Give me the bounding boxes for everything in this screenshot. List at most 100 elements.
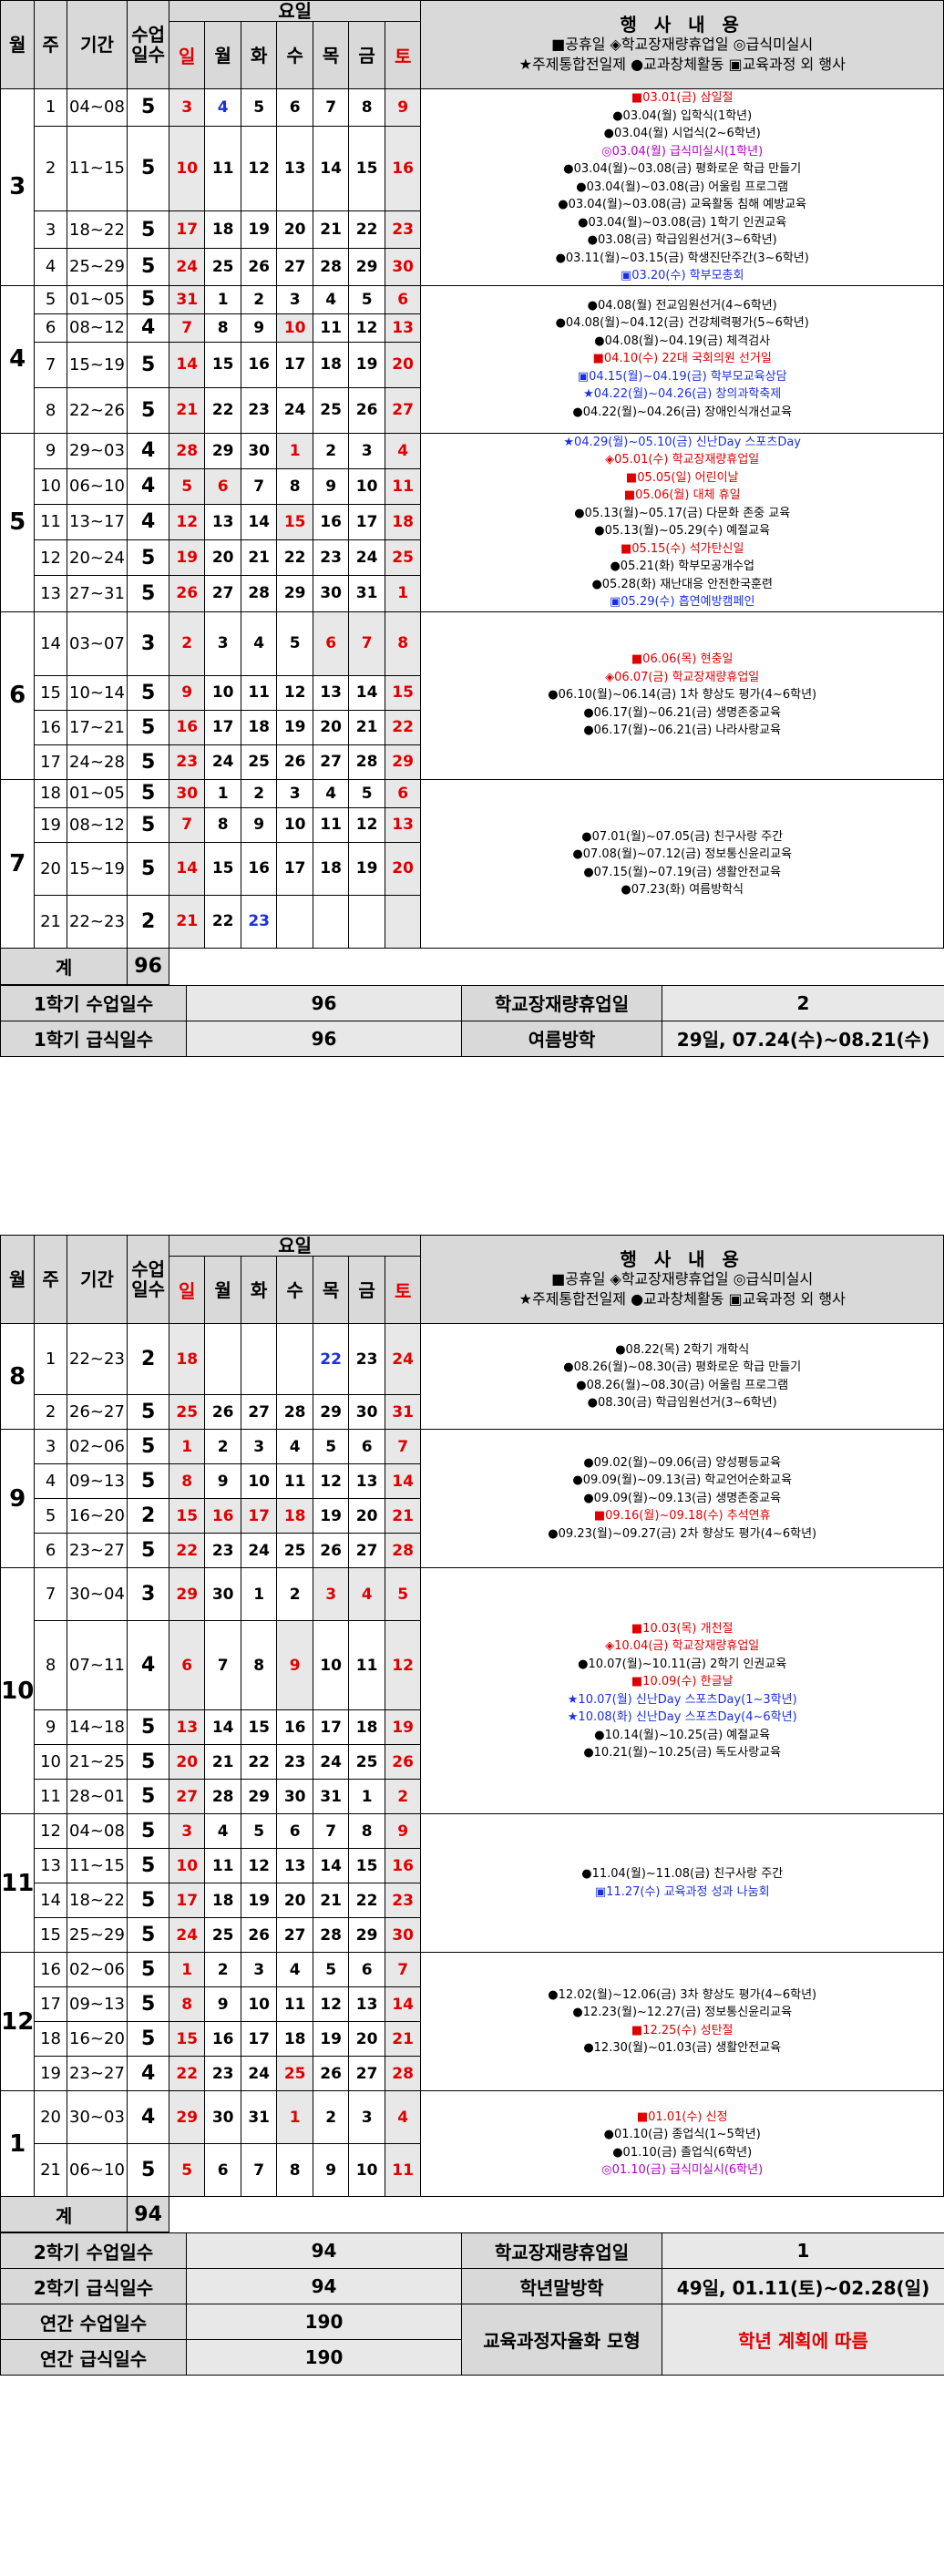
day-cell: 11 xyxy=(204,125,241,212)
week-class-days: 4 xyxy=(127,2056,169,2091)
event-item: ●03.04(월)~03.08(금) 교육활동 침해 예방교육 xyxy=(558,198,807,211)
event-item: ●08.22(목) 2학기 개학식 xyxy=(615,1342,750,1357)
summary-value: 96 xyxy=(186,984,462,1021)
event-item: ●07.23(화) 여름방학식 xyxy=(621,883,744,897)
header-events-legend: 행 사 내 용 ■공휴일 ◈학교장재량휴업일 ◎급식미실시 ★주제통합전일제 ●교과… xyxy=(420,0,944,89)
week-row: 16 17~21 5 16 17 18 19 20 21 22 xyxy=(1,709,944,745)
day-cell: 11 xyxy=(312,806,350,843)
month-label: 9 xyxy=(0,1429,36,1568)
week-range: 08~12 xyxy=(66,806,128,843)
event-item: ●04.08(월)~04.19(금) 체격검사 xyxy=(594,334,771,348)
week-class-days: 5 xyxy=(127,806,169,843)
calendar-table: 월 주 기간 수업일수 요일 행 사 내 용 ■공휴일 ◈학교장재량휴업일 ◎급식미실시 ★주… xyxy=(0,0,944,985)
day-cell: 10 xyxy=(276,806,313,843)
day-cell: 21 xyxy=(168,386,206,434)
week-class-days: 5 xyxy=(127,1429,169,1464)
event-item: ●11.04(월)~11.08(금) 친구사랑 주간 xyxy=(581,1867,784,1881)
day-cell: 4 xyxy=(384,2090,422,2144)
day-cell: 26 xyxy=(240,247,278,286)
event-item: ●09.09(월)~09.13(금) 학교언어순화교육 xyxy=(572,1473,793,1488)
day-cell: 20 xyxy=(384,841,422,896)
day-cell: 3 xyxy=(348,2090,385,2144)
summary-label2: 여름방학 xyxy=(461,1020,662,1057)
week-class-days: 5 xyxy=(127,1986,169,2022)
day-cell: 21 xyxy=(384,2021,422,2057)
total-label: 계 xyxy=(0,947,128,985)
day-cell: 5 xyxy=(240,88,278,127)
day-cell: 15 xyxy=(168,2021,206,2057)
day-cell: 17 xyxy=(312,1709,350,1745)
semester2-calendar: 월 주 기간 수업일수 요일 행 사 내 용 ■공휴일 ◈학교장재량휴업일 ◎급식미실시 ★주… xyxy=(0,1235,944,2376)
event-item: ●07.08(월)~07.12(금) 정보통신윤리교육 xyxy=(572,847,793,861)
week-class-days: 5 xyxy=(127,2021,169,2057)
day-cell: 3 xyxy=(168,88,206,127)
day-cell: 30 xyxy=(276,1779,313,1814)
week-number: 3 xyxy=(34,1429,67,1464)
week-range: 26~27 xyxy=(66,1394,128,1430)
total-value: 94 xyxy=(127,2196,169,2232)
week-range: 25~29 xyxy=(66,247,128,286)
day-cell: 15 xyxy=(384,674,422,711)
day-cell: 18 xyxy=(312,841,350,896)
week-class-days: 5 xyxy=(127,575,169,612)
day-cell: 25 xyxy=(204,1917,241,1953)
day-cell: 19 xyxy=(240,1883,278,1918)
day-cell: 11 xyxy=(276,1463,313,1499)
week-row: 10 7 30~04 3 29 30 1 2 3 4 5 ■10.03(목) 개천절 ◈10.04(금)… xyxy=(0,1567,944,1814)
week-class-days: 4 xyxy=(127,2090,169,2144)
week-class-days: 2 xyxy=(127,1498,169,1534)
summary-label2: 학교장재량휴업일 xyxy=(461,984,662,1021)
day-cell: 25 xyxy=(348,1744,385,1780)
week-number: 20 xyxy=(34,841,67,896)
day-cell: 31 xyxy=(384,1394,422,1430)
weekday-2: 화 xyxy=(240,1256,278,1324)
day-cell: 28 xyxy=(276,1394,313,1430)
week-row: 10 21~25 5 20 21 22 23 24 25 26 xyxy=(1,1744,944,1780)
event-item: ★10.07(월) 신난Day 스포츠Day(1~3학년) xyxy=(567,1692,797,1707)
day-cell: 23 xyxy=(204,2056,241,2091)
event-item: ◈10.04(금) 학교장재량휴업일 xyxy=(605,1639,760,1653)
day-cell: 11 xyxy=(276,1986,313,2022)
week-number: 2 xyxy=(34,1394,67,1430)
day-cell: 2 xyxy=(312,2090,350,2144)
day-cell: 12 xyxy=(240,125,278,212)
summary-label: 2학기 수업일수 xyxy=(0,2232,187,2269)
week-class-days: 4 xyxy=(127,503,169,541)
event-item: ●09.23(월)~09.27(금) 2차 향상도 평가(4~6학년) xyxy=(548,1526,817,1541)
weekday-3: 수 xyxy=(276,21,313,89)
event-item: ●05.13(월)~05.17(금) 다문화 존중 교육 xyxy=(574,506,791,520)
legend-line1: ■공휴일 ◈학교장재량휴업일 ◎급식미실시 xyxy=(551,1270,814,1288)
day-cell: 31 xyxy=(240,2090,278,2144)
event-item: ■12.25(수) 성탄절 xyxy=(631,2023,734,2037)
header-weekday: 요일 xyxy=(168,1235,422,1257)
event-item: ●05.21(화) 학부모공개수업 xyxy=(610,559,754,573)
day-cell: 19 xyxy=(384,1709,422,1745)
total-blank xyxy=(168,2196,944,2232)
header-days: 수업일수 xyxy=(127,0,169,89)
week-range: 11~15 xyxy=(66,1848,128,1883)
week-range: 07~11 xyxy=(66,1620,128,1710)
day-cell: 28 xyxy=(312,1917,350,1953)
day-cell: 26 xyxy=(204,1394,241,1430)
day-cell: 1 xyxy=(240,1567,278,1621)
day-cell: 30 xyxy=(384,1917,422,1953)
event-item: ■05.06(월) 대체 휴일 xyxy=(623,488,741,502)
day-cell: 17 xyxy=(168,210,206,249)
day-cell: 27 xyxy=(312,744,350,780)
day-cell: 4 xyxy=(276,1429,313,1464)
week-row: 4 09~13 5 8 9 10 11 12 13 14 xyxy=(1,1463,944,1499)
summary-label: 1학기 수업일수 xyxy=(0,984,187,1021)
day-cell: 8 xyxy=(276,467,313,505)
day-cell: 22 xyxy=(204,894,241,949)
day-cell: 30 xyxy=(204,2090,241,2144)
day-cell: 20 xyxy=(168,1744,206,1780)
week-class-days: 5 xyxy=(127,386,169,434)
day-cell: 20 xyxy=(348,2021,385,2057)
day-cell: 20 xyxy=(312,709,350,745)
week-row: 8 07~11 4 6 7 8 9 10 11 12 xyxy=(1,1620,944,1710)
day-cell: 8 xyxy=(384,611,422,676)
day-cell: 28 xyxy=(384,1533,422,1568)
day-cell: 24 xyxy=(384,1323,422,1395)
day-cell: 19 xyxy=(168,539,206,577)
day-cell: 9 xyxy=(204,1463,241,1499)
